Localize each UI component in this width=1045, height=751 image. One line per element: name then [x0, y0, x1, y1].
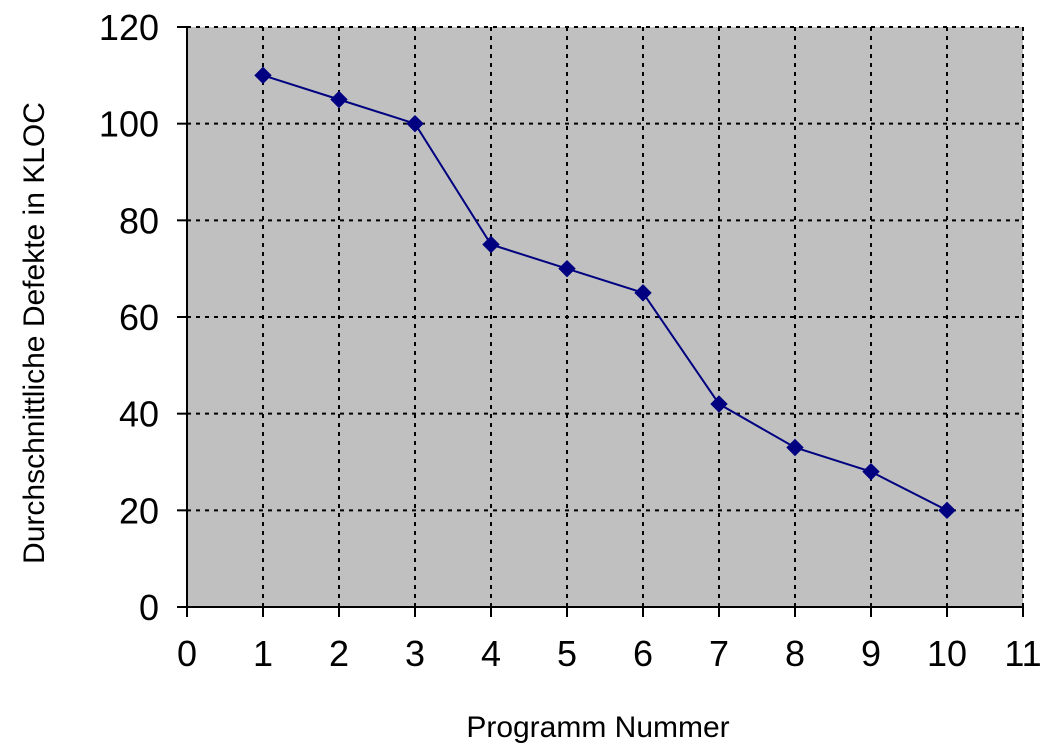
data-point-marker [330, 90, 348, 109]
x-tick-label: 9 [861, 633, 881, 674]
x-tick-label: 10 [927, 633, 967, 674]
data-point-marker [558, 259, 576, 278]
data-point-marker [254, 66, 272, 85]
data-point-marker [406, 114, 424, 133]
x-tick-label: 8 [785, 633, 805, 674]
data-point-marker [482, 235, 500, 254]
data-point-marker [862, 462, 880, 481]
x-tick-label: 3 [405, 633, 425, 674]
x-tick-label: 6 [633, 633, 653, 674]
x-tick-label: 11 [1004, 633, 1041, 674]
x-axis-title: Programm Nummer [466, 711, 729, 744]
series-line [262, 74, 948, 512]
y-tick-label: 100 [99, 104, 159, 145]
data-point-marker [938, 501, 956, 520]
x-tick-label: 2 [329, 633, 349, 674]
x-tick-label: 0 [177, 633, 197, 674]
x-tick-label: 1 [253, 633, 273, 674]
x-axis-ticks: 0 1 2 3 4 5 6 7 8 9 10 11 [177, 607, 1042, 674]
y-tick-label: 0 [139, 587, 159, 628]
y-tick-label: 60 [119, 297, 159, 338]
y-axis-title: Durchschnittliche Defekte in KLOC [18, 102, 51, 564]
grid-lines [187, 26, 1024, 607]
data-point-marker [786, 438, 804, 457]
x-tick-label: 7 [709, 633, 729, 674]
y-tick-label: 120 [99, 7, 159, 48]
data-series [254, 66, 956, 520]
y-tick-label: 40 [119, 394, 159, 435]
y-tick-label: 20 [119, 490, 159, 531]
y-axis-ticks: 0 20 40 60 80 100 120 [99, 7, 187, 628]
data-point-marker [710, 395, 728, 413]
data-point-marker [634, 284, 652, 302]
x-tick-label: 5 [557, 633, 577, 674]
y-tick-label: 80 [119, 200, 159, 241]
x-tick-label: 4 [481, 633, 501, 674]
